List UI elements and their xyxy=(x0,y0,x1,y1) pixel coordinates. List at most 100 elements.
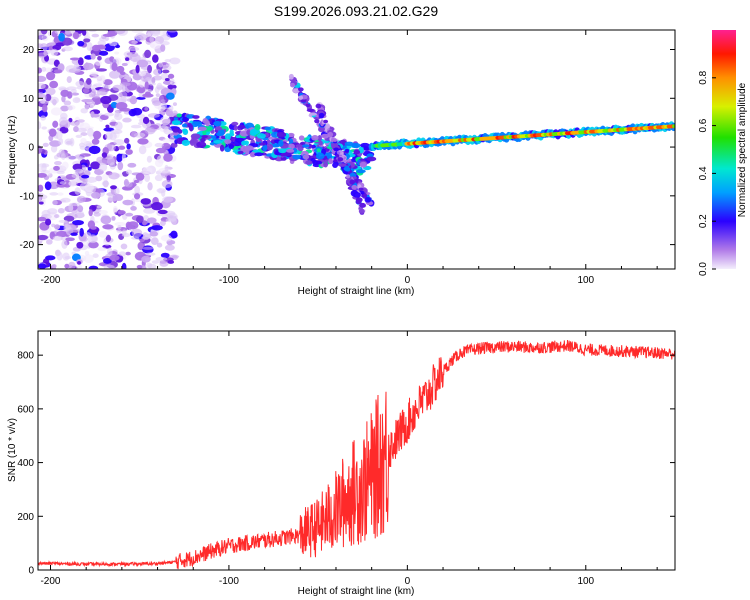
heatmap-cell xyxy=(360,142,370,148)
heatmap-cell xyxy=(287,132,295,138)
heatmap-cell xyxy=(315,152,325,160)
colorbar-ticks: 0.0 0.2 0.4 0.6 0.8 xyxy=(698,70,716,276)
heatmap-cell xyxy=(154,174,163,182)
heatmap-cell xyxy=(48,128,57,137)
heatmap-cell xyxy=(171,217,177,225)
heatmap-cell xyxy=(344,141,354,147)
heatmap-cell xyxy=(156,188,167,194)
heatmap-cell xyxy=(87,166,92,171)
heatmap-cell xyxy=(98,231,108,238)
heatmap-cell xyxy=(77,40,85,47)
heatmap-cell xyxy=(111,62,118,72)
heatmap-cell xyxy=(45,239,53,245)
heatmap-cell xyxy=(264,126,272,131)
heatmap-cell xyxy=(317,135,322,142)
heatmap-cell xyxy=(249,151,256,158)
heatmap-cell xyxy=(90,53,96,60)
heatmap-cell xyxy=(126,143,131,150)
heatmap-cell xyxy=(50,144,58,153)
heatmap-cell xyxy=(318,140,323,146)
heatmap-cell xyxy=(77,197,84,204)
heatmap-cell xyxy=(134,32,147,42)
heatmap-cell xyxy=(151,202,163,211)
heatmap-cell xyxy=(149,40,161,50)
heatmap-cell xyxy=(110,185,117,190)
heatmap-cell xyxy=(114,51,120,55)
heatmap-cell xyxy=(82,87,90,94)
heatmap-cell xyxy=(114,121,123,131)
heatmap-cell xyxy=(82,62,94,70)
heatmap-cell xyxy=(38,88,44,93)
heatmap-cell xyxy=(53,165,60,171)
heatmap-cell xyxy=(144,106,149,111)
heatmap-cell xyxy=(67,105,73,111)
heatmap-cell xyxy=(119,71,126,76)
heatmap-cell xyxy=(84,183,94,193)
heatmap-cell xyxy=(165,63,171,67)
heatmap-cell xyxy=(153,68,162,76)
heatmap-cell xyxy=(249,129,258,136)
heatmap-cell xyxy=(117,161,124,171)
heatmap-cell xyxy=(359,202,366,208)
heatmap-cell xyxy=(135,215,144,224)
heatmap-cell xyxy=(57,207,65,214)
heatmap-cell xyxy=(228,144,235,149)
heatmap-cell xyxy=(102,33,115,37)
heatmap-cell xyxy=(90,161,101,170)
heatmap-cell xyxy=(102,224,114,230)
heatmap-cell xyxy=(126,98,137,103)
heatmap-cell xyxy=(152,54,159,63)
spectrogram-ylabel: Frequency (Hz) xyxy=(7,116,18,185)
heatmap-cell xyxy=(71,92,80,96)
heatmap-cell xyxy=(318,126,326,133)
heatmap-cell xyxy=(349,179,355,185)
colorbar-tick-label: 0.6 xyxy=(698,118,709,132)
heatmap-cell xyxy=(92,130,102,140)
heatmap-cell xyxy=(79,227,84,237)
heatmap-cell xyxy=(70,232,78,236)
heatmap-cell xyxy=(96,89,108,96)
heatmap-cell xyxy=(105,132,113,140)
heatmap-cell xyxy=(52,120,59,128)
heatmap-cell xyxy=(161,101,167,110)
heatmap-cell xyxy=(82,30,87,36)
heatmap-cell xyxy=(298,95,304,100)
heatmap-cell xyxy=(141,255,151,263)
heatmap-cell xyxy=(355,199,362,205)
heatmap-cell xyxy=(95,60,102,66)
heatmap-cell xyxy=(353,149,361,155)
heatmap-cell xyxy=(98,210,108,215)
heatmap-cell xyxy=(118,251,127,257)
heatmap-cell xyxy=(44,93,52,102)
heatmap-cell xyxy=(123,51,133,58)
heatmap-cell xyxy=(254,123,261,131)
heatmap-cell xyxy=(90,226,97,230)
heatmap-cell xyxy=(327,131,334,138)
heatmap-cell xyxy=(99,50,109,56)
heatmap-cell xyxy=(96,75,106,85)
heatmap-cell xyxy=(321,133,330,139)
heatmap-cell xyxy=(130,124,142,129)
heatmap-cell xyxy=(254,152,264,157)
heatmap-cell xyxy=(109,41,118,47)
colorbar-tick-label: 0.8 xyxy=(698,70,709,84)
heatmap-cell xyxy=(136,59,149,68)
heatmap-cell xyxy=(114,110,120,118)
heatmap-cell xyxy=(117,210,126,215)
heatmap-cell xyxy=(149,231,159,237)
heatmap-cell xyxy=(58,219,68,223)
heatmap-cell xyxy=(49,80,59,89)
heatmap-cell xyxy=(149,36,155,43)
heatmap-cell xyxy=(143,207,156,214)
heatmap-cell xyxy=(54,30,60,34)
heatmap-cell xyxy=(102,257,112,264)
heatmap-cell xyxy=(89,71,99,77)
heatmap-cell xyxy=(138,145,147,155)
heatmap-cell xyxy=(50,107,63,116)
heatmap-cell xyxy=(280,156,287,161)
heatmap-cell xyxy=(76,127,87,133)
heatmap-cell xyxy=(231,121,239,126)
heatmap-cell xyxy=(104,112,115,117)
snr-ylabel: SNR (10 * v/v) xyxy=(7,418,18,482)
heatmap-cell xyxy=(56,230,68,238)
